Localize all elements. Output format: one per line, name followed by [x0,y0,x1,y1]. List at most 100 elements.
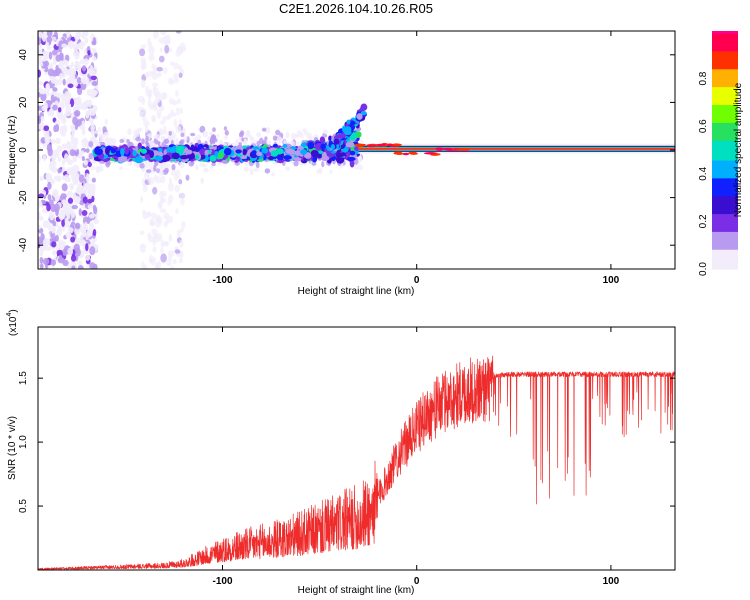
colorbar-cell [712,108,738,111]
colorbar-cell [712,32,738,36]
spectrogram-blob [76,76,82,85]
spectrogram-blob [152,31,159,39]
spectrogram-blob [316,169,322,174]
spectrogram-blob [259,137,264,145]
spectrogram-blob [151,63,155,69]
spectrogram-blob [80,103,84,110]
colorbar-cell [712,56,738,60]
colorbar-cell [712,225,738,228]
spectrogram-blob [71,265,76,269]
spectrogram-blob [73,111,80,117]
spectrogram-blob [155,72,160,79]
spectrogram-blob [91,177,96,183]
colorbar-cell [712,31,738,34]
colorbar-cell [712,86,738,90]
colorbar-cell [712,177,738,181]
spectrogram-blob [264,168,271,174]
spectrogram-blob [276,148,284,155]
colorbar-cell [712,257,738,260]
spectrogram-blob [72,116,78,126]
spectrogram-blob [110,148,116,154]
colorbar: 0.0 0.2 0.4 0.6 0.8 Normalized spectral ampl… [698,31,744,276]
spectrogram-blob [143,120,150,127]
spectrogram-blob [173,118,178,128]
spectrogram-blob [159,128,164,136]
spectrogram-blob [153,138,159,145]
spectrogram-blob [160,239,165,249]
colorbar-cell [712,80,738,84]
spectrogram-blob [47,110,55,117]
colorbar-cell [712,227,738,230]
spectrogram-blob [178,257,183,264]
spectrogram-blob [85,110,90,119]
colorbar-cell [712,72,738,76]
colorbar-cell [712,259,738,262]
colorbar-cell [712,261,738,264]
spectrogram-blob [209,165,214,170]
colorbar-cell [712,112,738,115]
snr-ytick-label: 1.5 [18,371,29,385]
spectrogram-blob [171,164,176,171]
spectrogram-blob [323,129,328,135]
spectrogram-ytick-label: 0 [18,147,29,153]
spectrogram-blob [443,147,453,151]
spectrogram-blob [270,150,279,157]
spectrogram-blob [310,149,319,158]
spectrogram-blob [223,147,232,156]
spectrogram-blob [161,92,167,100]
spectrogram-blob [395,152,404,155]
spectrogram-blob [127,128,132,136]
spectrogram-blob [183,135,188,141]
spectrogram-blob [320,143,327,150]
colorbar-cell [712,118,738,121]
spectrogram-blob [84,186,91,192]
spectrogram-blob [178,118,183,126]
spectrogram-blob [38,69,42,78]
spectrogram-blob [59,72,63,81]
spectrogram-blob [79,59,85,65]
colorbar-cell [712,201,738,205]
colorbar-cell [712,96,738,100]
spectrogram-blob [126,139,130,144]
spectrogram-blob [179,239,184,248]
spectrogram-blob [408,151,418,155]
spectrogram-blob [80,43,84,51]
colorbar-cell [712,189,738,193]
spectrogram-blob [140,44,147,49]
spectrogram-blob [176,98,181,104]
spectrogram-blob [38,31,43,39]
spectrogram-blob [85,173,90,183]
spectrogram-blob [38,224,42,230]
colorbar-cell [712,209,738,213]
spectrogram-blob [40,92,47,102]
spectrogram-blob [63,112,67,122]
colorbar-tick-label: 0.4 [698,166,709,180]
colorbar-gradient [712,31,738,270]
spectrogram-blob [55,124,60,132]
spectrogram-blob [87,198,93,204]
spectrogram-blob [45,83,50,91]
spectrogram-blob [88,99,93,108]
spectrogram-blob [156,168,161,174]
colorbar-cell [712,221,738,224]
spectrogram-blob [62,143,68,149]
spectrogram-blob [270,172,276,177]
spectrogram-blob [55,54,62,62]
spectrogram-blob [73,43,79,52]
spectrogram-blob [179,154,189,160]
spectrogram-blob [141,115,147,122]
spectrogram-blob [170,170,177,176]
spectrogram-blob [139,243,146,249]
spectrogram-blob [65,107,72,117]
spectrogram-blob [143,160,148,166]
spectrogram-blob [151,212,157,219]
spectrogram-blob [241,137,245,142]
snr-multiplier-exp: 4 [6,313,13,317]
spectrogram-blob [88,140,94,148]
spectrogram-blob [255,161,260,169]
spectrogram-blob [61,158,66,166]
spectrogram-blob [170,112,177,117]
spectrogram-blob [61,183,68,192]
colorbar-cell [712,175,738,179]
spectrogram-blob [60,131,66,137]
